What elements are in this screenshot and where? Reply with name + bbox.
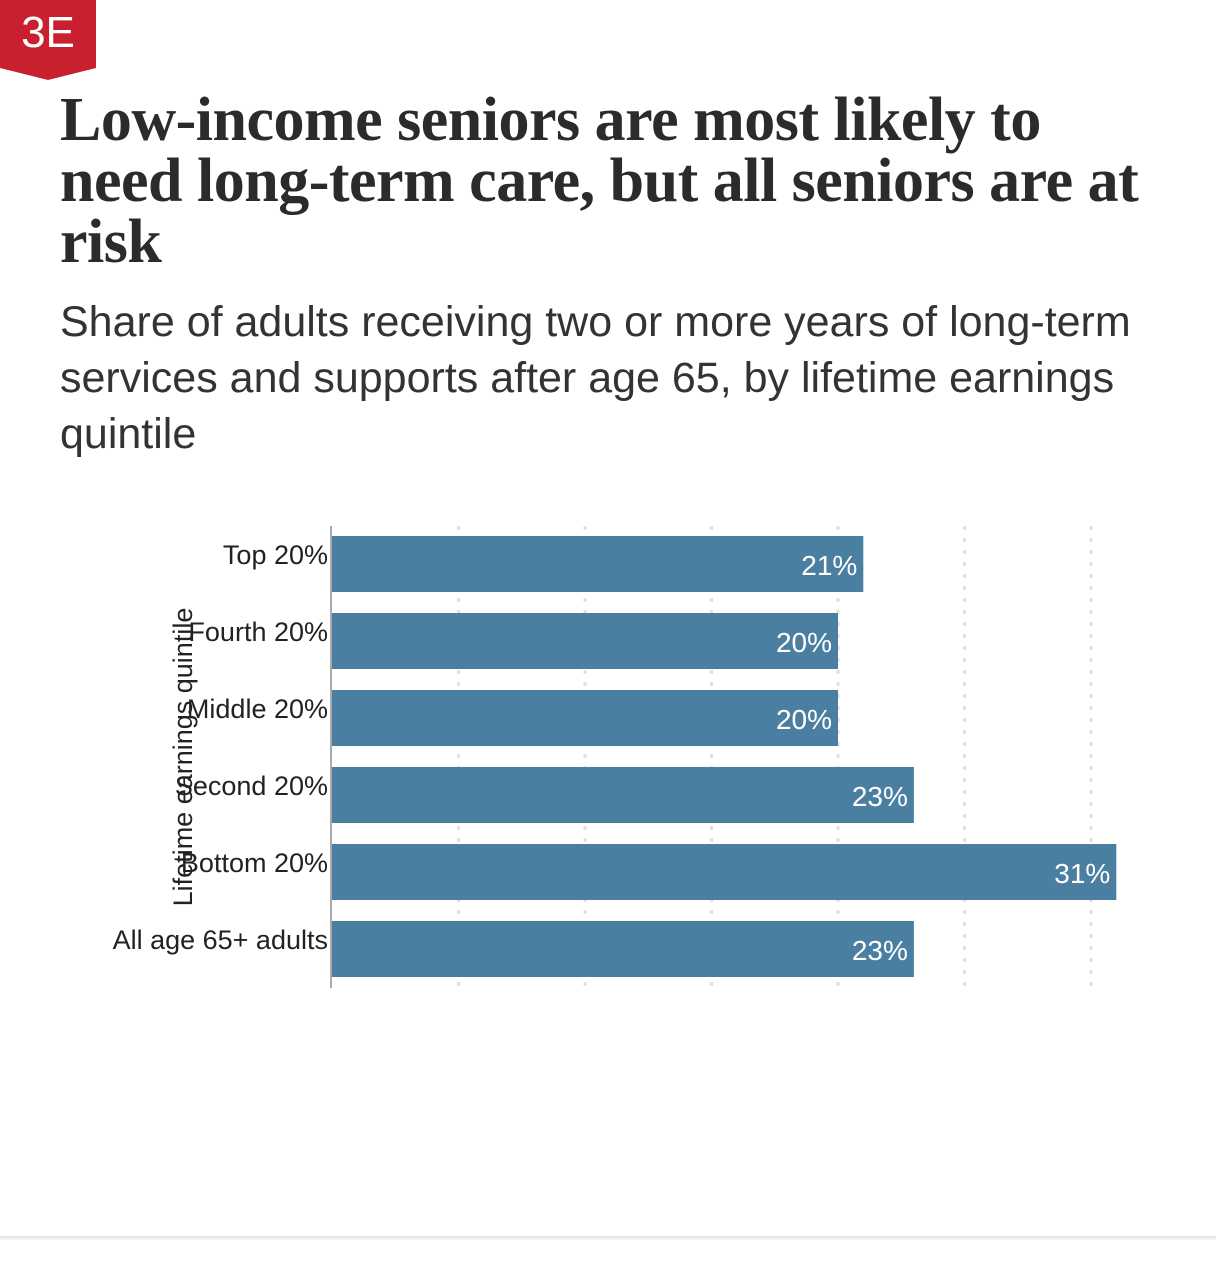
- category-tick-label: Bottom 20%: [181, 848, 328, 878]
- category-tick-label: Middle 20%: [187, 694, 328, 724]
- category-tick-label: Fourth 20%: [188, 617, 328, 647]
- bar: [332, 844, 1117, 900]
- bar-value-label: 23%: [852, 935, 908, 966]
- chart-subtitle: Share of adults receiving two or more ye…: [60, 298, 1131, 458]
- bar-value-label: 20%: [776, 627, 832, 658]
- y-axis-title: Lifetime earnings quintile: [168, 608, 198, 907]
- badge-shape: [0, 0, 96, 80]
- badge-label: 3E: [21, 8, 75, 57]
- bar-value-label: 21%: [801, 550, 857, 581]
- bar-value-label: 23%: [852, 781, 908, 812]
- bar: [332, 613, 838, 669]
- footer-divider: [0, 1236, 1216, 1240]
- figure-badge: 3E: [0, 0, 96, 80]
- bar-chart: 21% Top 20% 20% Fourth 20% 20% Middle 20% 23% S…: [113, 526, 1117, 988]
- chart-title: Low-income seniors are most likely to ne…: [60, 86, 1139, 276]
- category-tick-label: Second 20%: [175, 771, 328, 801]
- bar: [332, 921, 914, 977]
- bar: [332, 536, 864, 592]
- category-tick-label: Top 20%: [223, 540, 328, 570]
- bar-value-label: 20%: [776, 704, 832, 735]
- category-tick-label: All age 65+ adults: [113, 925, 328, 955]
- bar-value-label: 31%: [1054, 858, 1110, 889]
- bar: [332, 767, 914, 823]
- bar: [332, 690, 838, 746]
